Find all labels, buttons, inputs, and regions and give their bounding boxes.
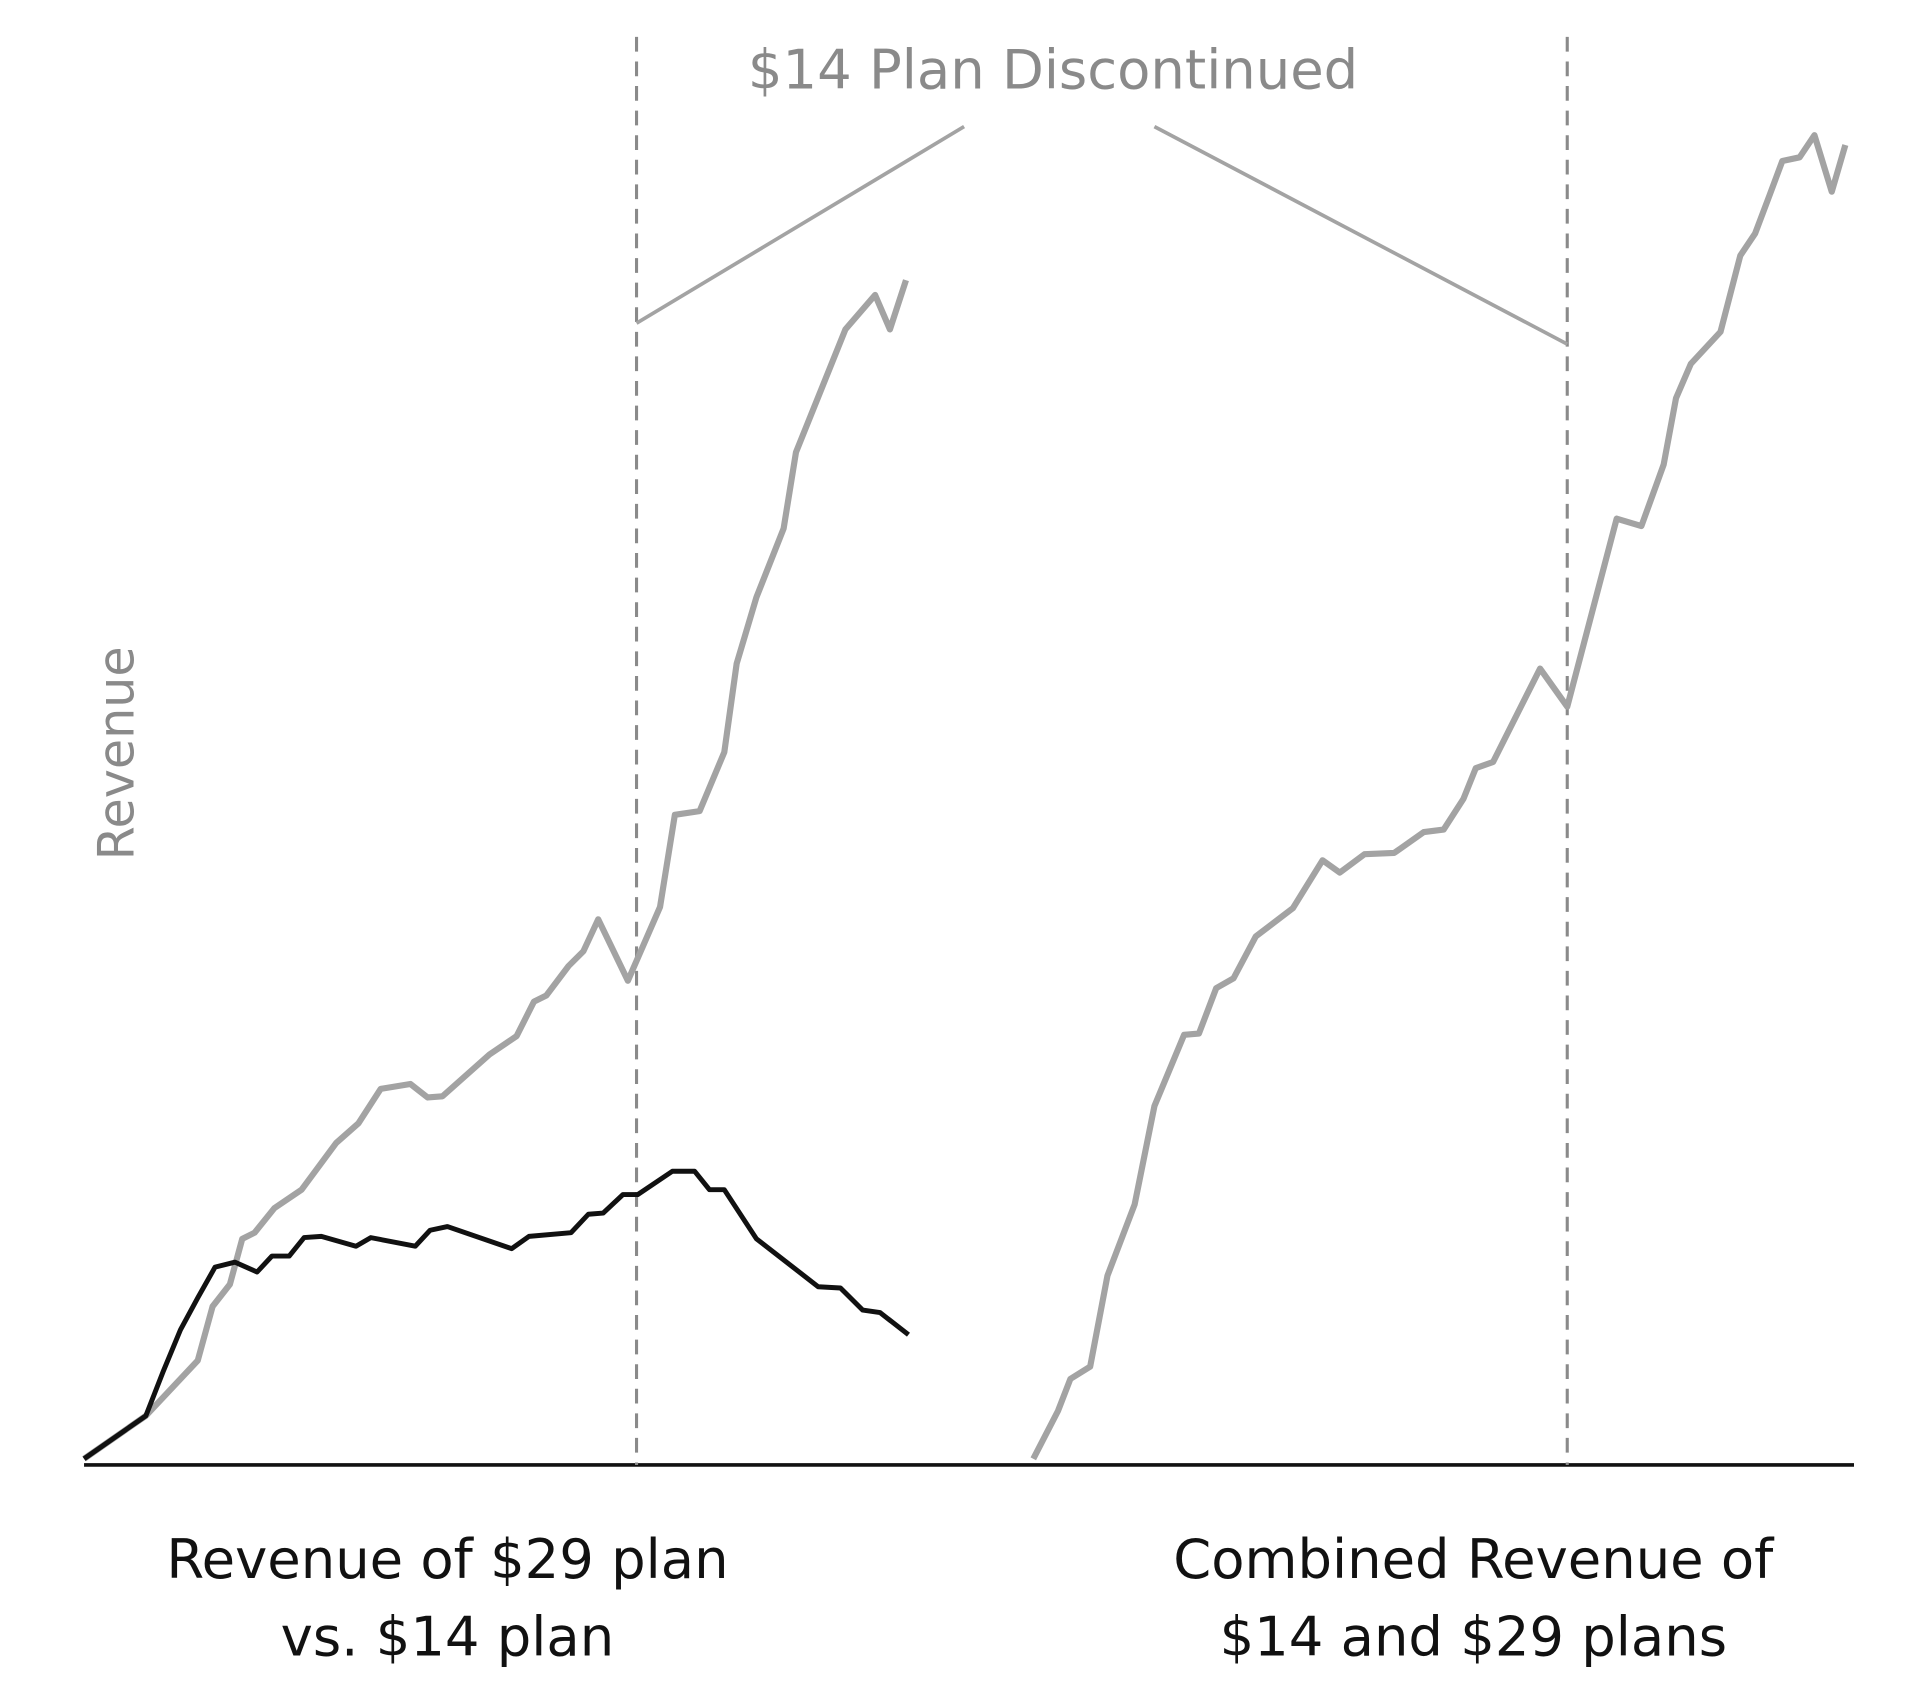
- line-series: [82, 1168, 910, 1461]
- caption: Revenue of $29 plan: [166, 1528, 728, 1591]
- annotation-connector: [1153, 124, 1569, 346]
- line-series: [82, 279, 909, 1462]
- y-axis-label: Revenue: [87, 646, 145, 860]
- caption: vs. $14 plan: [281, 1605, 615, 1668]
- line-series: [1030, 132, 1849, 1461]
- caption: Combined Revenue of: [1173, 1528, 1775, 1591]
- annotation: $14 Plan Discontinued: [748, 38, 1358, 101]
- annotation-connector: [635, 125, 966, 325]
- plot: $14 Plan Discontinued Revenue Revenue of…: [82, 36, 1855, 1668]
- caption: $14 and $29 plans: [1220, 1605, 1727, 1668]
